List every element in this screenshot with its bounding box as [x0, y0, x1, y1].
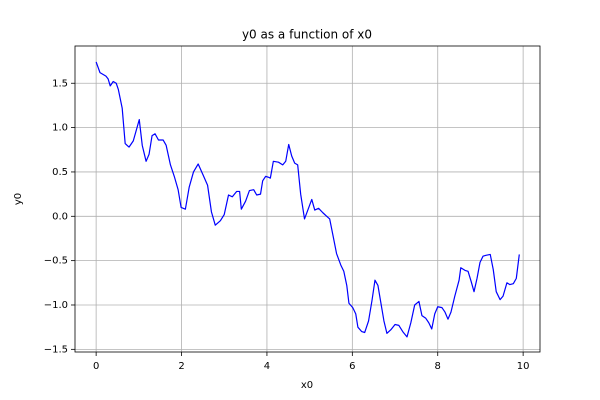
x-tick-label: 2: [178, 361, 184, 372]
y-tick-label: 1.0: [52, 123, 68, 134]
x-tick-label: 8: [435, 361, 441, 372]
x-axis-label: x0: [301, 380, 313, 391]
chart-title: y0 as a function of x0: [242, 28, 372, 42]
y-tick-label: −1.0: [44, 300, 68, 311]
y-tick-label: 1.5: [52, 78, 68, 89]
data-line: [95, 61, 520, 338]
y-axis-label: y0: [13, 193, 24, 205]
y-tick-label: −1.5: [44, 344, 68, 355]
plot-frame: [74, 45, 541, 353]
x-tick-label: 6: [349, 361, 355, 372]
x-tick-label: 10: [517, 361, 530, 372]
y-tick-label: 0.0: [52, 211, 68, 222]
x-tick-label: 0: [93, 361, 99, 372]
y-tick-label: −0.5: [44, 256, 68, 267]
x-tick-label: 4: [264, 361, 270, 372]
y-tick-label: 0.5: [52, 167, 68, 178]
